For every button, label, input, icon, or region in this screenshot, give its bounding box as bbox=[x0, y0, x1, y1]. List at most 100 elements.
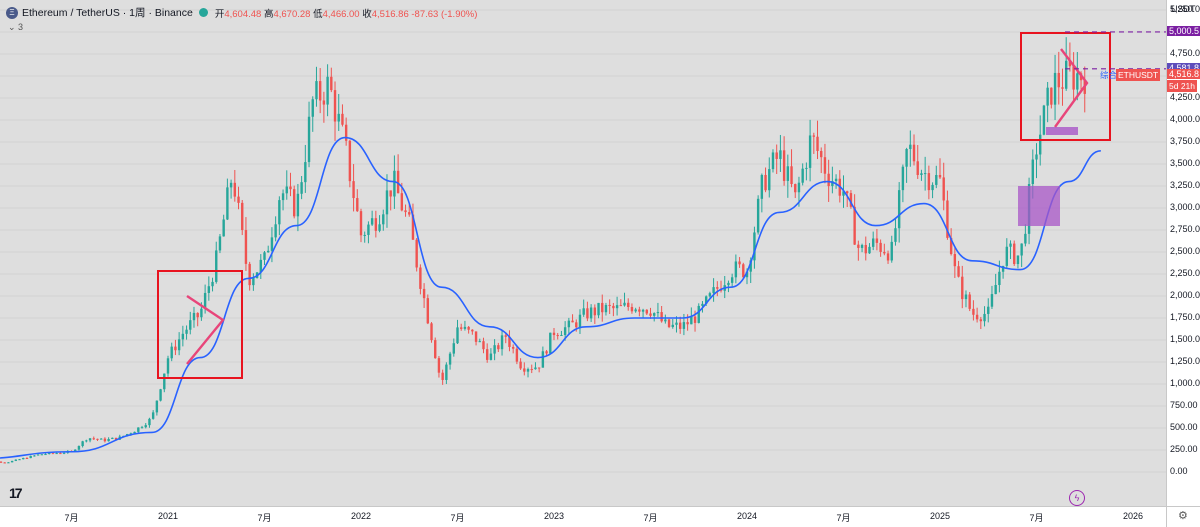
candle-up bbox=[185, 329, 188, 334]
candle-up bbox=[181, 333, 185, 340]
candle-up bbox=[263, 252, 266, 260]
candle-down bbox=[812, 135, 816, 137]
candle-up bbox=[1042, 105, 1046, 135]
candle-up bbox=[144, 425, 147, 428]
price-tick: 2,250.00 bbox=[1170, 268, 1200, 278]
candle-down bbox=[864, 244, 867, 254]
candle-up bbox=[708, 293, 712, 297]
candle-down bbox=[552, 332, 556, 336]
candle-down bbox=[1072, 66, 1075, 90]
candle-up bbox=[222, 219, 225, 237]
symbol-title[interactable]: Ethereum / TetherUS · 1周 · Binance bbox=[22, 7, 193, 19]
candle-up bbox=[29, 455, 32, 459]
candle-up bbox=[727, 282, 730, 286]
candle-down bbox=[474, 331, 478, 342]
candle-up bbox=[842, 191, 845, 196]
candle-up bbox=[664, 319, 667, 322]
candle-up bbox=[1039, 134, 1042, 155]
candle-down bbox=[430, 323, 433, 341]
candle-up bbox=[111, 437, 114, 439]
time-tick: 7月 bbox=[64, 513, 79, 523]
candle-down bbox=[426, 298, 430, 324]
candle-down bbox=[782, 150, 786, 181]
candle-up bbox=[541, 351, 545, 368]
candle-up bbox=[697, 305, 700, 323]
candle-down bbox=[790, 166, 793, 185]
candle-down bbox=[775, 152, 778, 159]
candle-up bbox=[560, 334, 563, 336]
candle-up bbox=[226, 187, 229, 220]
candle-up bbox=[285, 186, 288, 194]
price-tick: 3,250.00 bbox=[1170, 180, 1200, 190]
candle-down bbox=[946, 200, 949, 238]
candle-down bbox=[174, 346, 177, 351]
candle-up bbox=[445, 364, 448, 380]
market-status-icon bbox=[198, 8, 208, 17]
candle-up bbox=[448, 353, 452, 365]
candle-up bbox=[786, 166, 790, 181]
candle-up bbox=[597, 302, 600, 316]
candle-up bbox=[159, 389, 162, 401]
candle-up bbox=[1020, 243, 1023, 256]
candle-down bbox=[742, 264, 745, 278]
candle-up bbox=[311, 99, 314, 117]
candle-up bbox=[771, 152, 775, 170]
candle-down bbox=[244, 230, 248, 264]
candle-up bbox=[563, 327, 567, 335]
candle-up bbox=[229, 182, 233, 188]
price-tick: 2,750.00 bbox=[1170, 224, 1200, 234]
price-tick: 5,250.00 bbox=[1170, 4, 1200, 14]
candle-down bbox=[545, 351, 548, 354]
candle-down bbox=[938, 175, 942, 178]
triangle-2021 bbox=[186, 295, 225, 365]
candle-down bbox=[942, 177, 945, 201]
candle-up bbox=[74, 449, 77, 452]
candle-down bbox=[341, 113, 344, 125]
candle-up bbox=[868, 246, 871, 254]
candle-up bbox=[920, 173, 923, 175]
candle-up bbox=[730, 277, 734, 283]
candle-down bbox=[515, 348, 519, 362]
candle-up bbox=[567, 320, 571, 328]
candle-down bbox=[853, 206, 856, 245]
candle-up bbox=[192, 312, 196, 321]
indicator-toggle[interactable]: ⌄ 3 bbox=[8, 22, 24, 32]
candle-up bbox=[493, 345, 496, 354]
candle-down bbox=[916, 161, 919, 175]
candle-up bbox=[983, 313, 986, 322]
settings-icon[interactable]: ⚙ bbox=[1178, 510, 1188, 522]
time-tick: 2025 bbox=[929, 511, 951, 521]
candle-up bbox=[990, 294, 994, 307]
candle-up bbox=[393, 170, 396, 197]
time-axis[interactable] bbox=[0, 506, 1166, 527]
flash-icon[interactable]: ϟ bbox=[1069, 490, 1085, 506]
chart-canvas[interactable] bbox=[0, 0, 1166, 506]
candle-up bbox=[897, 190, 901, 229]
candle-up bbox=[753, 232, 756, 261]
candle-up bbox=[1046, 87, 1049, 106]
candle-up bbox=[905, 149, 908, 167]
candle-up bbox=[701, 303, 704, 306]
candle-up bbox=[107, 438, 110, 442]
candle-up bbox=[300, 182, 303, 194]
candle-down bbox=[114, 437, 118, 440]
candle-up bbox=[382, 214, 385, 225]
candle-up bbox=[745, 271, 749, 278]
candle-down bbox=[411, 214, 415, 240]
candle-up bbox=[653, 313, 656, 316]
candle-up bbox=[1031, 159, 1034, 185]
candle-down bbox=[1068, 60, 1072, 67]
candle-down bbox=[537, 367, 541, 369]
candle-up bbox=[1053, 72, 1057, 105]
price-tick: 4,516.8 bbox=[1167, 68, 1200, 79]
chart-area[interactable] bbox=[0, 0, 1166, 506]
candle-down bbox=[627, 302, 630, 308]
candle-up bbox=[278, 200, 281, 225]
candle-up bbox=[163, 373, 166, 390]
candle-down bbox=[441, 372, 444, 380]
time-tick: 7月 bbox=[450, 513, 465, 523]
candle-up bbox=[77, 446, 81, 450]
candle-up bbox=[526, 369, 530, 372]
candle-up bbox=[281, 193, 285, 201]
